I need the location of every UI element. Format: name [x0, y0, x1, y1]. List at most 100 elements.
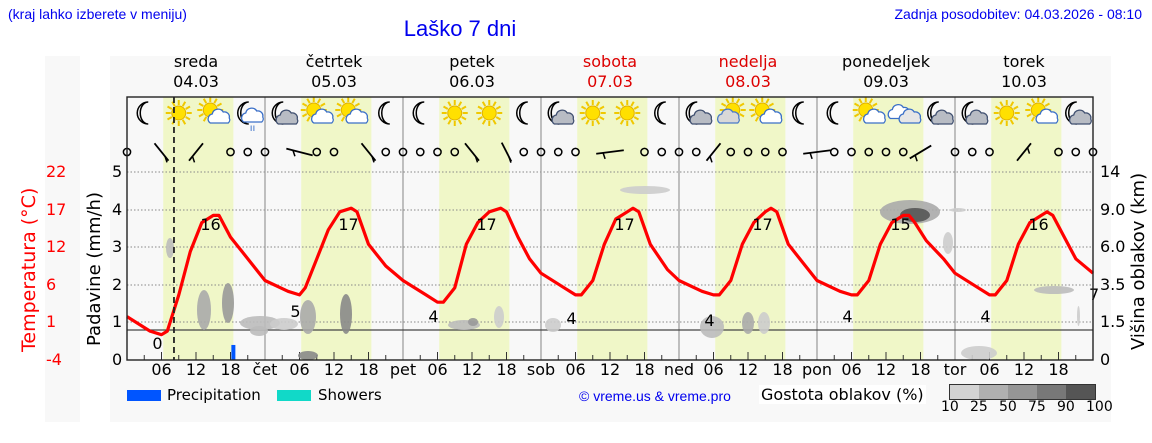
- x-axis-label: 12: [185, 360, 207, 379]
- max-temp-label: 16: [200, 215, 220, 234]
- copyright-link[interactable]: © vreme.us & vreme.pro: [579, 388, 731, 404]
- moon-icon: [654, 101, 666, 125]
- cloud-icon: [241, 107, 264, 123]
- weather-icon-moon: [792, 101, 804, 125]
- weather-icon-sun: [165, 100, 192, 126]
- wind-barb-icon: [188, 142, 204, 163]
- calm-wind-icon: [760, 147, 770, 157]
- weather-icon-sun-cloud: [197, 97, 231, 124]
- calm-wind-icon: [433, 147, 442, 157]
- day-date: 05.03: [311, 72, 357, 91]
- cloud-icon: [689, 109, 713, 125]
- rain-icon: ıı: [250, 123, 256, 134]
- weather-icon-cloud-sun: [717, 97, 746, 124]
- cloud-density-swatch: [979, 385, 1008, 399]
- chart-border: [126, 96, 1094, 361]
- x-axis-label: 18: [496, 360, 517, 379]
- day-name: ponedeljek: [842, 52, 930, 71]
- x-axis-label: pon: [801, 360, 833, 379]
- calm-wind-icon: [553, 147, 563, 157]
- day-heading: torek 10.03: [954, 52, 1094, 92]
- max-temp-label: 17: [614, 215, 634, 234]
- x-axis-label: 06: [979, 360, 1000, 379]
- x-axis-label: 18: [1048, 360, 1069, 379]
- cloud-icon: [863, 108, 886, 124]
- x-axis-label: ned: [663, 360, 695, 379]
- day-heading: petek 06.03: [402, 52, 542, 92]
- x-axis-label: 12: [323, 360, 345, 379]
- calm-wind-icon: [415, 147, 425, 157]
- max-temp-label: 15: [890, 215, 910, 234]
- day-date: 07.03: [587, 72, 633, 91]
- sun-icon: [993, 100, 1020, 126]
- calm-wind-icon: [1054, 147, 1063, 157]
- moon-icon: [378, 101, 390, 125]
- cloud-height-tick: 14: [1100, 162, 1121, 181]
- precip-tick: 1: [112, 312, 123, 331]
- x-axis-label: 06: [151, 360, 172, 379]
- cloud-area: [1034, 286, 1074, 294]
- moon-icon: [237, 101, 249, 125]
- max-temp-label: 17: [752, 215, 772, 234]
- cloud-area: [943, 232, 953, 254]
- calm-wind-icon: [398, 147, 408, 157]
- calm-wind-icon: [243, 147, 253, 157]
- temperature-tick: 17: [46, 200, 67, 219]
- day-date: 04.03: [173, 72, 219, 91]
- day-name: torek: [1003, 52, 1045, 71]
- calm-wind-icon: [829, 147, 839, 157]
- cloud-area: [298, 351, 318, 360]
- cloud-area: [700, 316, 724, 338]
- wind-barb-icon: [360, 142, 377, 163]
- cloud-density-swatch: [1037, 385, 1066, 399]
- page-title: Laško 7 dni: [403, 16, 517, 41]
- cloud-icon: [311, 108, 334, 124]
- temperature-curve: [126, 206, 1095, 337]
- calm-wind-icon: [1071, 147, 1081, 157]
- day-name: nedelja: [718, 52, 778, 71]
- max-temp-label: 17: [476, 215, 496, 234]
- weather-icon-moon-cloud: [927, 101, 954, 125]
- weather-icon-sun: [441, 100, 468, 126]
- precip-tick: 5: [112, 162, 123, 181]
- showers-legend-label: Showers: [318, 386, 382, 404]
- min-temp-label: 0: [152, 334, 162, 353]
- region-select-hint[interactable]: (kraj lahko izberete v meniju): [8, 6, 187, 22]
- cloud-height-tick: 6.0: [1100, 237, 1126, 256]
- calm-wind-icon: [226, 147, 235, 157]
- cloud-icon: [898, 108, 922, 124]
- calm-wind-icon: [260, 147, 270, 157]
- moon-icon: [516, 101, 528, 125]
- cloud-density-areas: [166, 186, 1080, 360]
- x-axis-label: 18: [772, 360, 793, 379]
- weather-icon-sun-cloud: [852, 97, 886, 124]
- calm-wind-icon: [847, 147, 856, 157]
- x-axis-label: 06: [703, 360, 724, 379]
- day-heading: četrtek 05.03: [264, 52, 404, 92]
- weather-icon-moon: [654, 101, 666, 125]
- cloud-icon: [759, 108, 783, 124]
- precip-tick: 4: [112, 200, 123, 219]
- cloud-area: [166, 238, 174, 258]
- last-update: Zadnja posodobitev: 04.03.2026 - 08:10: [894, 6, 1142, 22]
- max-temp-label: 17: [338, 215, 358, 234]
- weather-icon-moon-cloud: [685, 101, 713, 125]
- calm-wind-icon: [778, 147, 787, 157]
- x-axis-label: pet: [389, 360, 417, 379]
- day-date: 10.03: [1001, 72, 1047, 91]
- day-heading: sobota 07.03: [540, 52, 680, 92]
- precipitation-swatch: [127, 390, 161, 401]
- calm-wind-icon: [329, 147, 339, 157]
- day-name: sobota: [582, 52, 638, 71]
- x-axis-label: 12: [875, 360, 897, 379]
- x-axis-label: 06: [841, 360, 862, 379]
- min-temp-label: 4: [428, 307, 438, 326]
- cloud-area: [494, 306, 504, 328]
- x-axis-label: 18: [634, 360, 655, 379]
- temperature-tick: 6: [46, 275, 57, 294]
- cloud-area: [961, 346, 997, 360]
- cloud-height-tick: 0: [1100, 350, 1111, 369]
- calm-wind-icon: [985, 147, 994, 157]
- temperature-line: [126, 206, 1095, 337]
